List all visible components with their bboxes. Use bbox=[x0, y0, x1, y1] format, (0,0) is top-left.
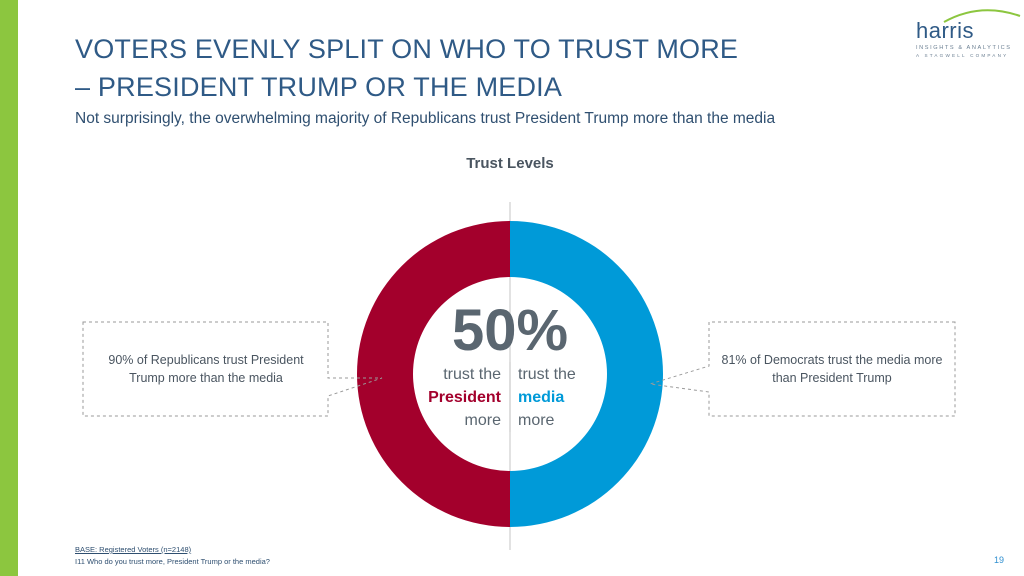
media-label-line3: more bbox=[518, 412, 555, 429]
harris-logo: harris INSIGHTS & ANALYTICS A STAGWELL C… bbox=[912, 8, 1022, 58]
left-callout-box bbox=[82, 321, 383, 417]
title-line-2: – PRESIDENT TRUMP OR THE MEDIA bbox=[75, 72, 563, 102]
question-note: I11 Who do you trust more, President Tru… bbox=[75, 557, 270, 566]
slice-president bbox=[357, 221, 510, 527]
president-label-line3: more bbox=[464, 412, 501, 429]
republicans-annotation: 90% of Republicans trust President Trump… bbox=[108, 353, 304, 385]
center-percentage: 50% bbox=[451, 298, 569, 363]
media-label-emphasis: media bbox=[518, 389, 565, 406]
title-line-1: VOTERS EVENLY SPLIT ON WHO TO TRUST MORE bbox=[75, 34, 739, 64]
president-label: trust the President more bbox=[404, 363, 501, 432]
page-number: 19 bbox=[994, 555, 1005, 565]
logo-wordmark: harris bbox=[916, 18, 975, 43]
media-label: trust the media more bbox=[518, 363, 615, 432]
right-callout-box bbox=[649, 321, 956, 417]
president-label-emphasis: President bbox=[428, 389, 501, 406]
base-note: BASE: Registered Voters (n=2148) bbox=[75, 545, 192, 554]
logo-company-line: A STAGWELL COMPANY bbox=[916, 53, 1009, 58]
media-label-line1: trust the bbox=[518, 366, 576, 383]
slice-media bbox=[510, 221, 663, 527]
accent-bar bbox=[0, 0, 18, 576]
logo-swoosh-icon bbox=[943, 9, 1021, 23]
president-label-line1: trust the bbox=[443, 366, 501, 383]
logo-tagline: INSIGHTS & ANALYTICS bbox=[916, 45, 1012, 51]
chart-title: Trust Levels bbox=[466, 155, 554, 172]
democrats-annotation: 81% of Democrats trust the media more th… bbox=[721, 353, 943, 385]
slide-title: VOTERS EVENLY SPLIT ON WHO TO TRUST MORE… bbox=[75, 30, 855, 106]
slide-subtitle: Not surprisingly, the overwhelming major… bbox=[75, 110, 776, 127]
